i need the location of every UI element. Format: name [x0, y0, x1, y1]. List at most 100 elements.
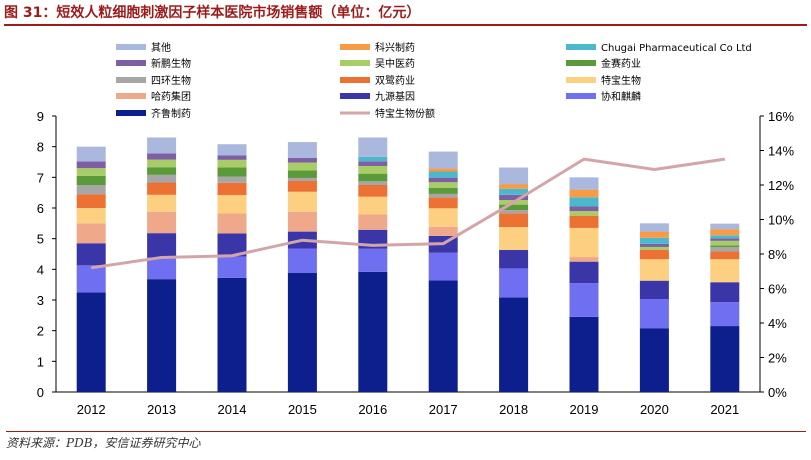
bar-segment — [147, 159, 177, 168]
bar-segment — [428, 197, 458, 209]
x-tick-label: 2014 — [218, 402, 247, 417]
bar-segment — [639, 299, 669, 329]
legend-label: 哈药集团 — [151, 90, 191, 103]
bar-segment — [710, 251, 740, 260]
bar-segment — [428, 193, 458, 198]
bar-segment — [217, 155, 247, 160]
legend-label: 科兴制药 — [375, 41, 415, 54]
bar-segment — [358, 161, 388, 166]
bar-segment — [358, 165, 388, 174]
legend-label: 吴中医药 — [375, 57, 415, 70]
bar-segment — [76, 168, 106, 176]
y-tick-label: 2 — [37, 324, 44, 339]
legend-swatch — [566, 60, 596, 66]
bar-segment — [499, 184, 529, 189]
bar-segment — [499, 167, 529, 185]
legend-label: 双鹭药业 — [375, 75, 415, 87]
bar-segment — [287, 248, 317, 274]
bar-segment — [499, 213, 529, 228]
bar-segment — [499, 297, 529, 392]
bar-segment — [710, 246, 740, 252]
bar-segment — [217, 195, 247, 214]
bar-segment — [428, 252, 458, 281]
bar-segment — [428, 208, 458, 227]
bar-segment — [428, 171, 458, 178]
bar-segment — [147, 233, 177, 258]
legend-swatch — [340, 93, 370, 99]
y-tick-label: 4 — [37, 262, 44, 277]
bar-segment — [428, 168, 458, 172]
bar-segment — [428, 280, 458, 392]
bar-segment — [217, 176, 247, 183]
bar-segment — [217, 277, 247, 392]
bar-segment — [569, 177, 599, 190]
legend-label: 金赛药业 — [601, 57, 641, 70]
bar-segment — [569, 257, 599, 262]
bar-segment — [217, 213, 247, 234]
bar-segment — [76, 185, 106, 195]
legend-label: Chugai Pharmaceutical Co Ltd — [601, 43, 752, 54]
bar-segment — [217, 182, 247, 196]
x-tick-label: 2021 — [710, 402, 739, 417]
bar-segment — [428, 187, 458, 194]
bar-segment — [217, 256, 247, 278]
legend-swatch — [566, 77, 596, 83]
bar-segment — [358, 173, 388, 182]
bar-series — [76, 137, 740, 392]
bar-segment — [76, 243, 106, 266]
bar-segment — [147, 153, 177, 160]
bar-segment — [287, 170, 317, 178]
bar-segment — [428, 151, 458, 169]
bar-segment — [710, 223, 740, 230]
bar-segment — [710, 326, 740, 392]
y-tick-label: 1 — [37, 354, 44, 369]
bar-segment — [499, 227, 529, 251]
bar-segment — [287, 191, 317, 212]
y-tick-label: 5 — [37, 232, 44, 247]
bar-segment — [569, 206, 599, 212]
bar-segment — [710, 282, 740, 303]
legend-label: 九源基因 — [375, 90, 415, 103]
bar-segment — [76, 161, 106, 169]
legend-label: 其他 — [151, 41, 171, 54]
bar-segment — [639, 328, 669, 392]
bar-segment — [217, 233, 247, 257]
bar-segment — [76, 175, 106, 185]
legend-swatch — [340, 44, 370, 50]
y2-tick-label: 8% — [768, 247, 787, 262]
legend-swatch — [116, 93, 146, 99]
bar-segment — [147, 137, 177, 154]
legend-label: 四环生物 — [151, 74, 191, 87]
bar-segment — [569, 227, 599, 258]
bar-segment — [217, 159, 247, 168]
bar-segment — [569, 283, 599, 317]
bar-segment — [639, 280, 669, 300]
bar-segment — [710, 245, 740, 247]
bar-segment — [147, 211, 177, 234]
legend-label: 特宝生物 — [601, 74, 641, 87]
legend-swatch — [116, 60, 146, 66]
bar-segment — [358, 214, 388, 230]
share-line-series — [90, 157, 726, 270]
bar-segment — [287, 181, 317, 192]
share-line — [90, 157, 726, 270]
chart-legend: 其他 科兴制药 Chugai Pharmaceutical Co Ltd 新鹏生物 吴中… — [116, 41, 752, 120]
bar-segment — [358, 248, 388, 272]
legend-swatch — [116, 110, 146, 116]
legend-swatch — [116, 44, 146, 50]
bar-segment — [358, 156, 388, 162]
bar-segment — [147, 194, 177, 212]
bar-segment — [358, 196, 388, 215]
bar-segment — [569, 215, 599, 228]
bar-segment — [358, 137, 388, 157]
x-tick-label: 2018 — [499, 402, 528, 417]
legend-swatch — [340, 60, 370, 66]
y2-tick-label: 6% — [768, 282, 787, 297]
bar-segment — [639, 231, 669, 238]
bar-segment — [358, 185, 388, 197]
bar-segment — [358, 271, 388, 392]
bar-segment — [428, 182, 458, 188]
y2-tick-label: 2% — [768, 351, 787, 366]
bar-segment — [639, 223, 669, 232]
x-tick-label: 2019 — [570, 402, 599, 417]
